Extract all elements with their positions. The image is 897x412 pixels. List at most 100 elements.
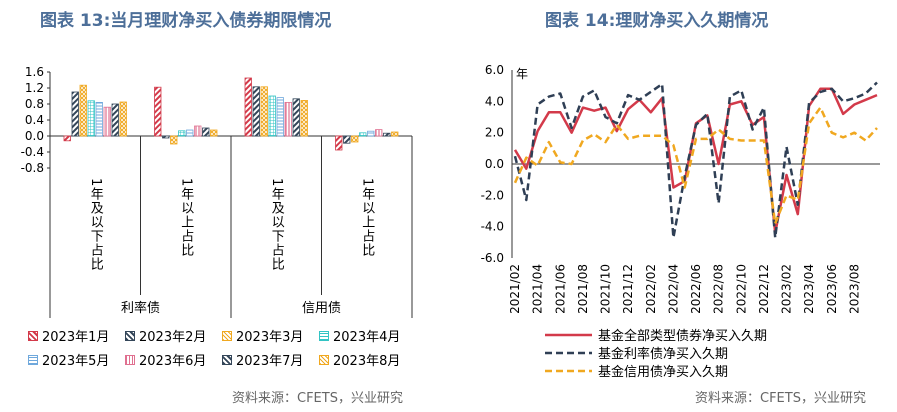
bar-0-0 <box>63 135 71 142</box>
line-x-tick-label: 2021/12 <box>621 264 635 314</box>
bar-7-2 <box>300 100 308 137</box>
legend-swatch <box>125 354 135 365</box>
legend-swatch <box>125 330 135 341</box>
legend-label: 2023年8月 <box>333 354 401 369</box>
line-unit-label: 年 <box>516 67 528 81</box>
line-x-tick-label: 2022/10 <box>734 264 748 314</box>
bar-y-tick-label: 0.0 <box>25 129 44 143</box>
bar-5-3 <box>375 129 383 137</box>
legend-swatch <box>319 330 329 341</box>
legend-item: 2023年6月 <box>125 350 206 369</box>
bar-6-3 <box>383 132 391 137</box>
bar-4-1 <box>186 129 194 137</box>
line-x-tick-label: 2022/08 <box>712 264 726 314</box>
line-y-tick-label: -6.0 <box>481 251 504 265</box>
bar-5-0 <box>103 106 111 137</box>
line-y-tick-label: 6.0 <box>485 63 504 77</box>
bar-y-tick-label: -0.8 <box>21 161 44 175</box>
line-x-tick-label: 2022/06 <box>689 264 703 314</box>
legend-label: 2023年7月 <box>236 354 304 369</box>
legend-swatch <box>222 354 232 365</box>
bar-2-0 <box>79 84 87 137</box>
legend-item: 2023年1月 <box>28 326 109 345</box>
line-x-tick-label: 2021/08 <box>576 264 590 314</box>
line-legend-label: 基金全部类型债券净买入久期 <box>598 328 767 344</box>
bar-category-label: 1年及以下占比 <box>88 178 104 272</box>
bar-group-label: 利率债 <box>121 300 160 316</box>
line-x-tick-label: 2022/12 <box>757 264 771 314</box>
line-x-tick-label: 2021/04 <box>531 264 545 314</box>
legend-label: 2023年6月 <box>139 354 207 369</box>
bar-category-label: 1年及以下占比 <box>269 178 285 272</box>
bar-6-1 <box>202 127 210 137</box>
legend-item: 2023年2月 <box>125 326 206 345</box>
legend-item: 2023年5月 <box>28 350 109 369</box>
line-y-tick-label: -2.0 <box>481 188 504 202</box>
bar-2-1 <box>170 135 178 145</box>
legend-swatch <box>28 330 38 341</box>
bar-1-3 <box>343 135 351 144</box>
bar-y-tick-label: 1.6 <box>25 65 44 79</box>
bar-y-tick-label: -0.4 <box>21 145 44 159</box>
line-x-tick-label: 2022/04 <box>666 264 680 314</box>
bar-3-0 <box>87 100 95 137</box>
legend-label: 2023年1月 <box>42 330 110 345</box>
bar-y-tick-label: 0.4 <box>25 113 44 127</box>
bar-4-3 <box>367 130 375 137</box>
bar-0-1 <box>154 86 162 137</box>
line-x-tick-label: 2021/06 <box>553 264 567 314</box>
line-series-1 <box>513 81 878 239</box>
bar-y-tick-label: 0.8 <box>25 97 44 111</box>
bar-3-2 <box>268 95 276 137</box>
legend-item: 2023年8月 <box>319 350 400 369</box>
bar-7-3 <box>391 131 399 137</box>
line-x-tick-label: 2021/02 <box>508 264 522 314</box>
legend-label: 2023年4月 <box>333 330 401 345</box>
bar-2-3 <box>351 135 359 143</box>
bar-group-label: 信用债 <box>302 301 341 316</box>
line-legend-label: 基金利率债净买入久期 <box>598 346 728 362</box>
legend-label: 2023年5月 <box>42 354 110 369</box>
line-x-tick-label: 2023/02 <box>780 264 794 314</box>
legend-swatch <box>28 354 38 365</box>
bar-1-2 <box>252 86 260 137</box>
bar-0-3 <box>335 135 343 151</box>
bar-7-0 <box>119 101 127 137</box>
line-series-2 <box>513 106 878 225</box>
left-source-note: 资料来源：CFETS，兴业研究 <box>232 391 403 406</box>
legend-label: 2023年3月 <box>236 330 304 345</box>
line-x-tick-label: 2022/02 <box>644 264 658 314</box>
line-series-0 <box>513 87 878 235</box>
line-x-tick-label: 2023/04 <box>802 264 816 314</box>
bar-6-0 <box>111 103 119 137</box>
bar-3-3 <box>359 132 367 137</box>
line-y-tick-label: 2.0 <box>485 126 504 140</box>
bar-chart: 1.6 1.2 0.8 0.4 0.0 -0.4 -0.8 1年及以下占比 1年以上占比 1年及以… <box>21 65 413 318</box>
bar-y-tick-label: 1.2 <box>25 81 44 95</box>
line-y-tick-label: 0.0 <box>485 157 504 171</box>
bar-5-2 <box>284 102 292 137</box>
legend-swatch <box>222 330 232 341</box>
right-source-note: 资料来源：CFETS，兴业研究 <box>695 391 866 406</box>
line-x-tick-label: 2023/08 <box>847 264 861 314</box>
bar-4-2 <box>276 97 284 137</box>
line-y-tick-label: -4.0 <box>481 220 504 234</box>
line-x-tick-label: 2021/10 <box>599 264 613 314</box>
line-x-tick-label: 2023/06 <box>825 264 839 314</box>
line-chart: 6.0 4.0 2.0 0.0 -2.0 -4.0 -6.0 年 2021/02 2021/04 2… <box>481 63 880 380</box>
legend-swatch <box>319 354 329 365</box>
legend-item: 2023年7月 <box>222 350 303 369</box>
bar-1-1 <box>162 135 170 139</box>
legend-item: 2023年4月 <box>319 326 400 345</box>
bar-3-1 <box>178 130 186 137</box>
left-chart-title: 图表 13:当月理财净买入债券期限情况 <box>40 11 332 31</box>
bar-2-2 <box>260 86 268 137</box>
bar-1-0 <box>71 91 79 137</box>
right-chart-title: 图表 14:理财净买入久期情况 <box>545 11 769 31</box>
legend-item: 2023年3月 <box>222 326 303 345</box>
bar-category-label: 1年以上占比 <box>359 178 375 258</box>
bar-6-2 <box>292 98 300 137</box>
line-legend-label: 基金信用债净买入久期 <box>598 364 728 380</box>
bar-0-2 <box>244 77 252 137</box>
